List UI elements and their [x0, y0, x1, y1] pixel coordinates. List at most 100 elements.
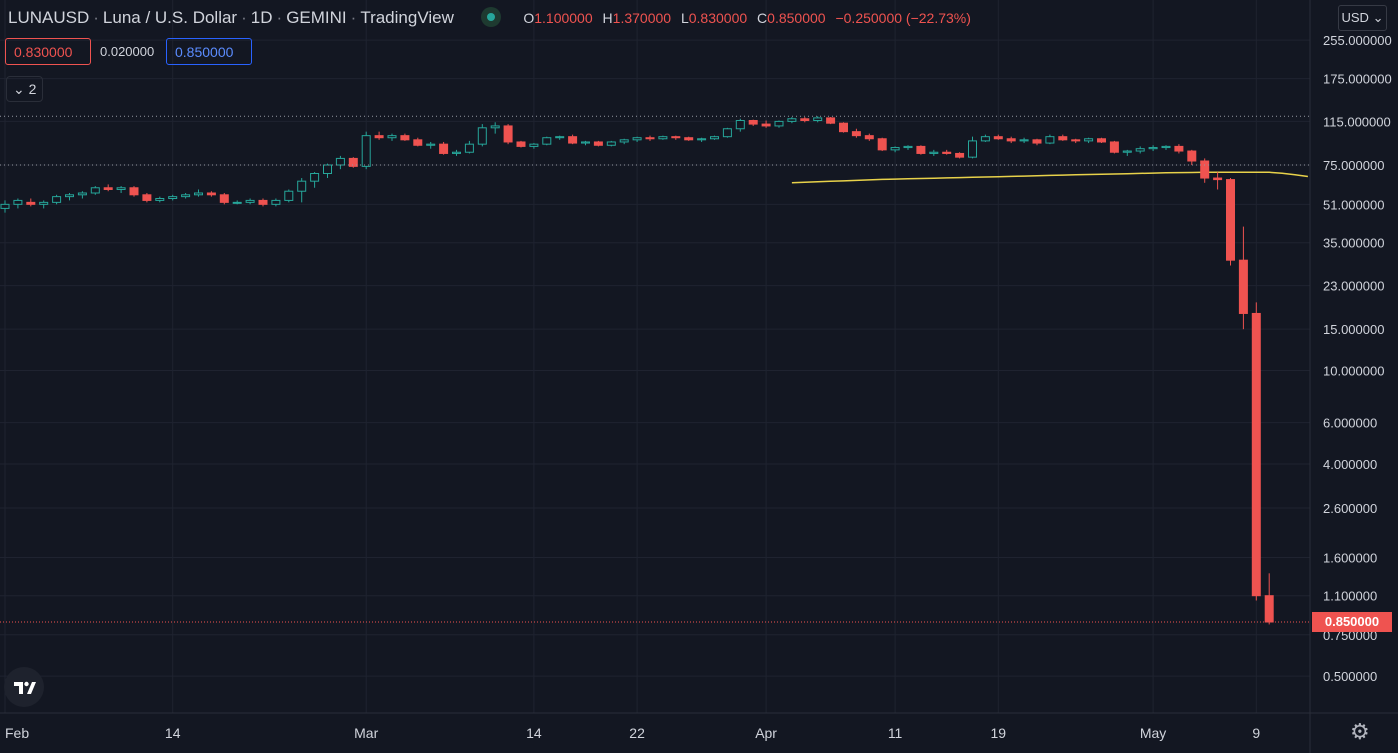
candle-body: [1032, 139, 1042, 144]
candle-body: [26, 201, 36, 205]
candle-body: [439, 143, 449, 154]
price-tick-label: 4.000000: [1323, 457, 1377, 472]
time-tick-label: Apr: [755, 725, 777, 741]
candle-body: [761, 123, 771, 127]
candle-body: [103, 187, 113, 190]
candle-body: [684, 137, 694, 141]
price-tick-label: 51.000000: [1323, 197, 1384, 212]
candle-body: [942, 151, 952, 154]
interval-label[interactable]: 1D: [250, 8, 273, 27]
candle-body: [826, 117, 836, 124]
price-tick-label: 35.000000: [1323, 236, 1384, 251]
symbol-ticker[interactable]: LUNAUSD: [8, 8, 90, 27]
candle-body: [1071, 139, 1081, 142]
candle-body: [413, 139, 423, 146]
candle-body: [606, 141, 616, 146]
candle-body: [516, 141, 526, 147]
candle-body: [1213, 177, 1223, 181]
candle-body: [735, 120, 745, 130]
time-axis[interactable]: Feb 14 Mar 14 22 Apr 11 19 May 9: [5, 725, 1260, 741]
separator: ·: [241, 8, 247, 27]
separator: ·: [350, 8, 357, 27]
candle-body: [568, 136, 578, 144]
chevron-down-icon: ⌄: [1372, 10, 1384, 25]
sell-button[interactable]: 0.830000: [5, 38, 91, 65]
spread-value: 0.020000: [100, 44, 155, 59]
change-value: −0.250000 (−22.73%): [835, 10, 971, 26]
price-tick-label: 255.000000: [1323, 33, 1392, 48]
candle-body: [787, 118, 797, 122]
low-value: 0.830000: [688, 10, 748, 26]
candle-body: [348, 157, 358, 167]
candle-body: [593, 141, 603, 146]
candle-body: [0, 203, 10, 209]
candle-body: [464, 143, 474, 153]
separator: ·: [276, 8, 283, 27]
candle-body: [980, 136, 990, 142]
candle-body: [903, 145, 913, 149]
candle-body: [658, 136, 668, 140]
candle-body: [1097, 138, 1106, 143]
candle-body: [581, 141, 590, 144]
open-value: 1.100000: [534, 10, 593, 26]
open-label: O: [523, 10, 535, 26]
time-tick-label: 22: [629, 725, 645, 741]
candle-body: [645, 137, 655, 140]
candle-body: [1019, 139, 1029, 142]
currency-selector[interactable]: USD ⌄: [1338, 5, 1387, 31]
candle-body: [90, 187, 100, 194]
candles: [0, 116, 1274, 625]
candle-body: [1006, 138, 1016, 142]
time-tick-label: 14: [526, 725, 542, 741]
candle-body: [52, 196, 62, 203]
candle-body: [1200, 160, 1210, 179]
time-tick-label: 9: [1252, 725, 1260, 741]
candle-body: [1264, 595, 1274, 623]
candle-body: [1122, 150, 1132, 153]
candle-body: [929, 151, 939, 154]
ohlc-values: O1.100000 H1.370000 L0.830000 C0.850000 …: [523, 10, 977, 26]
candle-body: [890, 147, 900, 151]
candle-body: [839, 122, 848, 133]
candle-body: [39, 201, 49, 205]
candle-body: [993, 136, 1003, 140]
tradingview-logo-icon[interactable]: [4, 667, 44, 707]
candle-body: [710, 136, 719, 140]
candle-body: [387, 135, 397, 139]
chevron-down-icon: ⌄: [13, 81, 25, 97]
candle-body: [1058, 136, 1068, 141]
candle-body: [297, 180, 307, 192]
buy-button[interactable]: 0.850000: [166, 38, 252, 65]
candle-body: [232, 201, 242, 204]
candle-body: [864, 135, 874, 140]
price-axis[interactable]: 255.000000 175.000000 115.000000 75.000000 5…: [1323, 33, 1392, 684]
candle-body: [1109, 141, 1119, 153]
candle-body: [323, 164, 332, 175]
candle-body: [748, 120, 758, 125]
candle-body: [1148, 147, 1158, 150]
candle-body: [77, 192, 87, 196]
candle-body: [284, 190, 294, 201]
indicators-collapse-button[interactable]: ⌄ 2: [6, 76, 44, 102]
candle-body: [1174, 145, 1184, 152]
market-status-icon[interactable]: [480, 7, 501, 27]
last-price-label: 0.850000: [1312, 612, 1392, 632]
ma-line: [791, 171, 1308, 184]
candle-body: [632, 137, 642, 141]
time-tick-label: 19: [991, 725, 1007, 741]
time-tick-label: Mar: [354, 725, 378, 741]
candle-body: [542, 137, 552, 145]
candle-body: [194, 192, 203, 196]
candle-body: [503, 125, 513, 143]
candle-body: [774, 120, 784, 127]
high-value: 1.370000: [612, 10, 672, 26]
source-label: TradingView: [360, 8, 454, 27]
price-tick-label: 0.500000: [1323, 669, 1377, 684]
candle-body: [155, 198, 165, 201]
price-tick-label: 6.000000: [1323, 416, 1377, 431]
settings-gear-icon[interactable]: ⚙: [1350, 719, 1370, 744]
candle-body: [851, 131, 861, 137]
close-value: 0.850000: [767, 10, 826, 26]
